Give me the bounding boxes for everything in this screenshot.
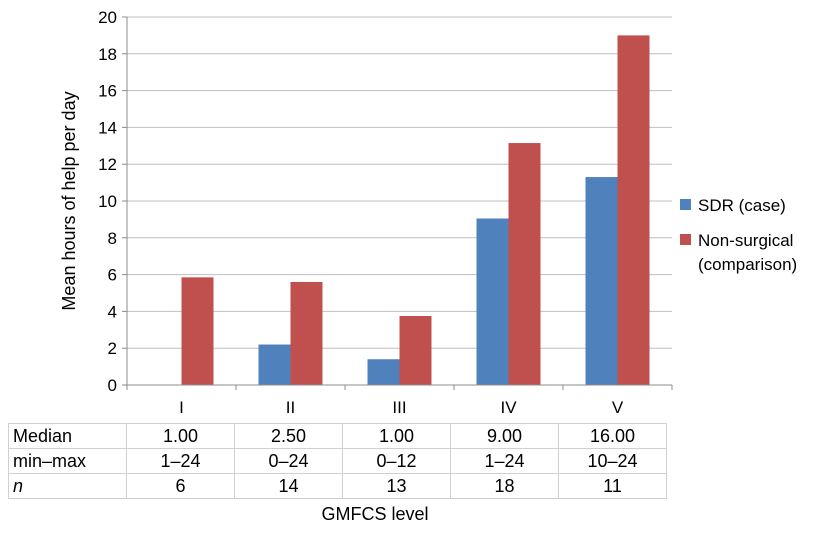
y-tick-labels: 0 2 4 6 8 10 12 14 16 18 20 [98,8,117,395]
table-cell: 10–24 [558,448,667,474]
table-cell: 11 [558,473,667,499]
x-tick-label: V [612,398,624,417]
x-tick-label: IV [500,398,517,417]
table-row: min–max 1–24 0–24 0–12 1–24 10–24 [8,448,667,474]
table-cell: 16.00 [558,423,667,449]
y-tick-label: 10 [98,192,117,211]
table-cell: 18 [450,473,559,499]
table-cell: 1–24 [450,448,559,474]
x-axis-label: GMFCS level [321,504,429,524]
legend-swatch-sdr [680,199,691,210]
y-tick-label: 8 [108,229,117,248]
table-row-label: n [8,473,127,499]
table-cell: 2.50 [234,423,343,449]
bar-sdr-IV [476,218,509,385]
legend: SDR (case) Non-surgical (comparison) [680,196,797,274]
table-row-label: min–max [8,448,127,474]
table-row: n 6 14 13 18 11 [8,473,667,499]
table-cell: 0–24 [234,448,343,474]
bar-non-surgical-I [181,277,214,385]
y-tick-label: 4 [108,302,117,321]
y-tick-label: 14 [98,118,117,137]
bar-non-surgical-III [399,316,432,385]
table-cell: 13 [342,473,451,499]
table-cell: 1–24 [126,448,235,474]
table-cell: 9.00 [450,423,559,449]
y-tick-label: 16 [98,82,117,101]
x-tick-label: III [392,398,406,417]
y-tick-label: 2 [108,339,117,358]
x-tick-label: I [179,398,184,417]
summary-table: Median 1.00 2.50 1.00 9.00 16.00 min–max 1–24 0–… [8,423,667,499]
x-tick-label: II [286,398,295,417]
table-cell: 1.00 [342,423,451,449]
bar-sdr-III [367,359,400,385]
axes [126,17,673,390]
bar-sdr-V [585,177,618,385]
x-tick-labels: I II III IV V [179,398,624,417]
bar-non-surgical-IV [508,143,541,385]
bar-non-surgical-II [290,281,323,385]
legend-label: SDR (case) [698,196,786,215]
y-tick-label: 0 [108,376,117,395]
table-cell: 1.00 [126,423,235,449]
table-row: Median 1.00 2.50 1.00 9.00 16.00 [8,423,667,449]
y-axis-label: Mean hours of help per day [59,91,79,310]
legend-label: (comparison) [698,255,797,274]
y-tick-label: 12 [98,155,117,174]
y-tick-label: 18 [98,45,117,64]
bars [181,35,650,386]
gridlines [122,16,672,386]
bar-sdr-II [258,344,291,385]
table-row-label: Median [8,423,127,449]
table-cell: 0–12 [342,448,451,474]
y-tick-label: 6 [108,266,117,285]
legend-label: Non-surgical [698,231,793,250]
table-cell: 6 [126,473,235,499]
y-tick-label: 20 [98,8,117,27]
table-cell: 14 [234,473,343,499]
legend-swatch-non-surgical [680,234,691,245]
bar-non-surgical-V [617,35,650,386]
